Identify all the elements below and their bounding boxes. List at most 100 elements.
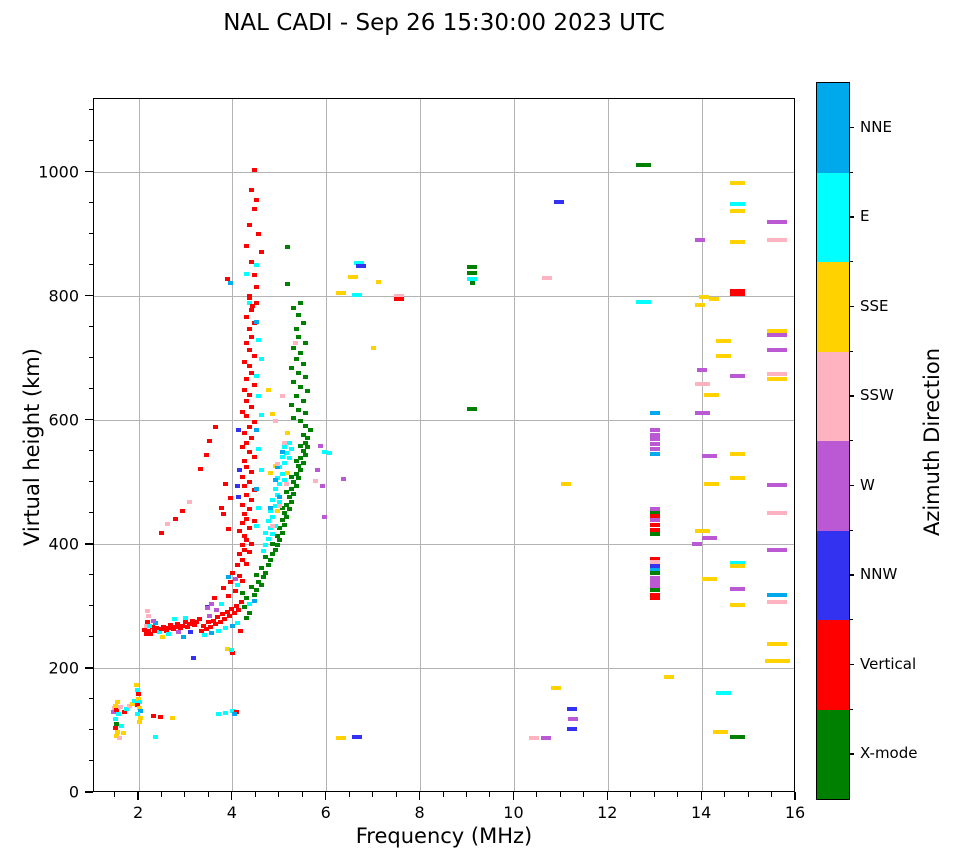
data-point [303,440,309,445]
data-point [554,199,565,204]
y-gridline [94,296,794,298]
data-point [296,335,302,340]
data-point [256,232,262,237]
data-point [251,207,257,212]
data-point [650,588,661,593]
data-point [203,626,209,631]
data-point [300,320,306,325]
y-gridline [94,420,794,422]
data-point [650,560,661,565]
colorbar [816,82,850,800]
data-point [249,260,255,265]
x-gridline [513,99,515,791]
y-major-tick [85,543,93,545]
data-point [650,510,661,515]
y-tick-label: 0 [68,782,79,802]
data-point [225,527,231,532]
x-tick-label: 8 [414,803,425,822]
data-point [319,484,325,488]
data-point [258,356,264,361]
data-point [216,712,222,717]
data-point [296,463,302,468]
colorbar-segment [817,709,849,799]
data-point [272,477,278,482]
data-point [249,436,255,441]
data-point [285,245,291,250]
colorbar-segment [817,620,849,710]
data-point [202,632,208,637]
x-minor-tick [207,792,209,797]
data-point [235,583,241,588]
data-point [159,627,165,632]
data-point [249,498,255,503]
x-minor-tick [348,792,350,797]
data-point [249,335,255,340]
data-point [246,364,252,369]
data-point [114,707,120,712]
x-major-tick [231,792,233,800]
data-point [121,709,127,714]
data-point [180,623,186,628]
data-point [150,618,156,623]
data-point [114,733,120,738]
data-point [115,700,121,705]
data-point [270,412,276,417]
data-point [138,709,144,714]
data-point [256,580,262,585]
data-point [650,564,661,568]
data-point [542,275,553,280]
data-point [650,523,661,528]
data-point [160,634,165,639]
data-point [375,279,381,284]
data-point [242,533,248,538]
x-minor-tick [630,792,632,797]
colorbar-tick-label: E [860,207,870,226]
data-point [650,575,661,580]
data-point [300,399,306,404]
data-point [650,437,661,442]
data-point [270,531,276,536]
data-point [223,710,229,715]
data-point [285,430,291,435]
data-point [239,444,245,449]
data-point [286,494,292,499]
data-point [147,632,153,637]
x-minor-tick [724,792,726,797]
data-point [347,274,358,279]
colorbar-segment [817,351,849,441]
data-point [335,735,346,740]
colorbar-tick-label: X-mode [860,744,918,763]
data-point [230,570,236,575]
colorbar-tick [849,126,854,129]
data-point [205,620,211,625]
data-point [568,717,579,722]
data-point [138,715,144,720]
colorbar-tick-label: NNE [860,117,892,136]
data-point [767,510,788,515]
data-point [229,606,235,611]
data-point [228,281,234,286]
data-point [321,515,327,519]
data-point [300,448,306,453]
data-point [246,347,252,352]
data-point [561,482,572,487]
y-minor-tick [88,729,93,731]
data-point [282,440,288,445]
data-point [701,536,717,541]
data-point [126,704,132,709]
data-point [236,608,242,613]
data-point [170,715,176,720]
x-tick-label: 6 [320,803,331,822]
y-minor-tick [88,109,93,111]
data-point [225,593,231,598]
data-point [201,623,207,628]
data-point [767,333,788,338]
data-point [251,519,257,524]
data-point [221,586,226,591]
data-point [279,394,285,399]
x-tick-label: 2 [132,803,144,822]
data-point [298,468,304,473]
data-point [227,614,233,619]
data-point [284,490,290,495]
data-point [206,614,212,619]
